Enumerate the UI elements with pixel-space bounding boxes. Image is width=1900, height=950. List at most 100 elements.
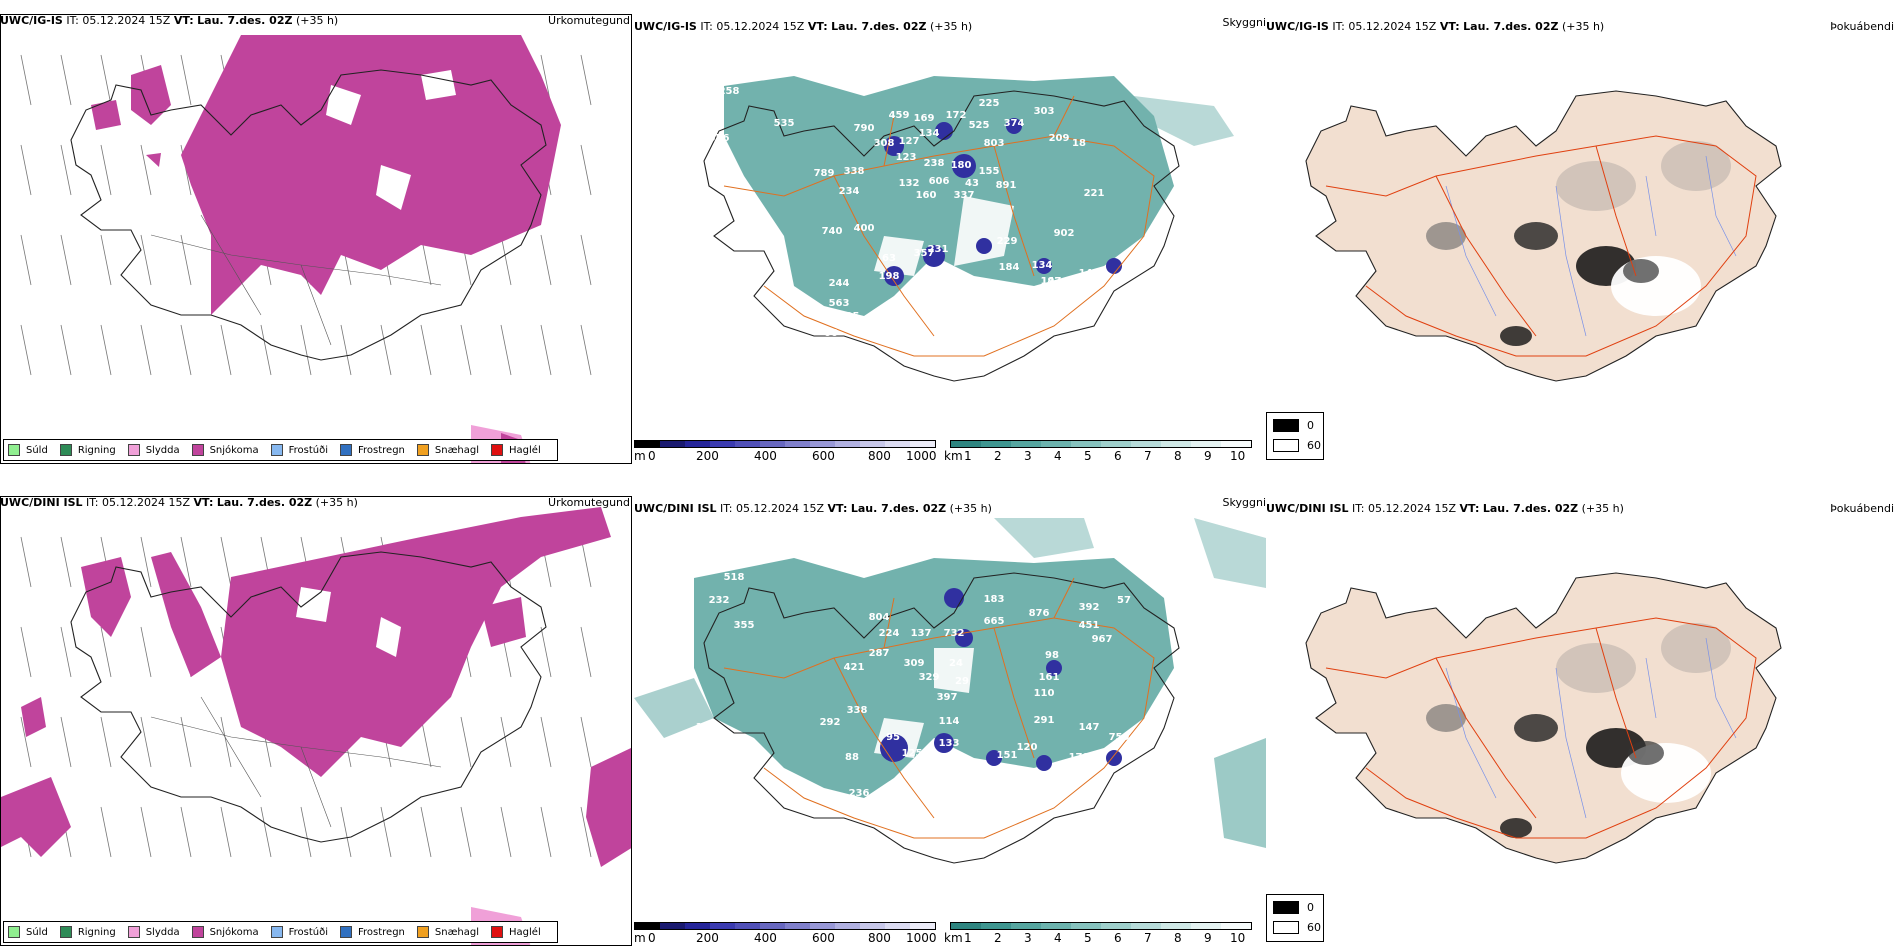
colorbar-segment [635,441,660,447]
legend-swatch [491,444,504,456]
cloud-base-value: 222 [694,108,715,119]
colorbar-segment [1191,441,1221,447]
cloud-base-value: 43 [965,178,979,189]
iceland-outline [703,572,1180,864]
visibility-clear [874,196,1014,276]
cloud-base-value: 183 [984,594,1005,605]
colorbar-unit: m [634,931,646,945]
cloud-base-value: 789 [814,168,835,179]
cloud-base-value: 287 [869,648,890,659]
road-network [723,577,1155,839]
cloud-base-labels: 518 232 355 804 183 876 392 57 224 137 732 665 451 28… [677,572,1131,813]
legend-item-frostregn: Frostregn [340,444,405,456]
cloud-base-value: 160 [916,190,937,201]
cloud-base-value: 63 [882,253,896,264]
cloud-base-value: 142 [1041,276,1062,287]
fog-map [1266,518,1900,918]
visibility-field [724,76,1234,316]
colorbar-segment [1041,441,1071,447]
colorbar-unit: km [944,449,963,463]
legend-swatch [416,444,429,456]
cloud-base-value: 355 [734,620,755,631]
colorbar-segment [1011,923,1041,929]
cloud-base-value: 88 [824,328,838,339]
cloud-base-value: 236 [849,788,870,799]
cloud-base-value: 759 [1109,732,1130,743]
colorbar-segment [810,923,835,929]
snow-areas [91,35,561,315]
colorbar-segment [1221,923,1251,929]
cloud-base-value: 24 [949,658,963,669]
cloud-base-value: 151 [997,750,1018,761]
cloudbase-colorbar-top: m 0 200 400 600 800 1000 [634,440,944,464]
cloud-base-value: 180 [951,160,972,171]
colorbar-tick: 2 [994,931,1002,945]
fog-map-svg [1305,572,1782,864]
visibility-map: 258 222 535 556 790 459 169 172 225 374 303 308 127 1… [634,36,1266,436]
cloud-base-value: 967 [1092,634,1113,645]
cloud-base-value: 161 [1039,672,1060,683]
cloud-base-value: 184 [999,262,1020,273]
cloud-base-value: 116 [1064,290,1085,301]
cloud-base-value: 803 [984,138,1005,149]
cloud-base-value: 18 [1072,138,1086,149]
colorbar-tick: 400 [754,449,777,463]
visibility-colorbar-bottom: km 1 2 3 4 5 6 7 8 9 10 [944,922,1262,946]
iceland-outline [70,69,547,361]
fog-swatch-light [1273,439,1299,452]
legend-swatch [416,926,429,938]
low-cloud-cells [884,118,1122,286]
colorbar-tick: 3 [1024,449,1032,463]
cloud-base-value: 114 [939,716,960,727]
low-cloud-cells [880,588,1122,771]
cloud-base-value: 606 [929,176,950,187]
legend-item-haglel: Haglél [491,926,541,938]
snow-gaps [326,70,456,210]
colorbar-tick: 10 [1230,449,1246,463]
cloud-base-value: 172 [946,110,967,121]
cloudbase-colorbar-bottom: m 0 200 400 600 800 1000 [634,922,944,946]
cloud-base-value: 57 [1117,595,1131,606]
cloud-base-value: 790 [854,123,875,134]
colorbar-segment [1161,923,1191,929]
cloud-base-value: 134 [1032,260,1053,271]
precip-map-svg [1,507,631,945]
colorbar-segment [1011,441,1041,447]
fog-label: 60 [1307,439,1321,452]
fog-swatch-light [1273,921,1299,934]
legend-swatch [127,444,140,456]
colorbar-segment [660,923,685,929]
cloud-base-value: 205 [839,311,860,322]
legend-swatch [59,926,72,938]
cloud-base-value: 98 [1045,650,1059,661]
cloud-base-value: 525 [969,120,990,131]
cloud-base-value: 357 [914,248,935,259]
cloudbase-colorbar-strip [634,440,936,448]
fog-shading [1426,141,1731,346]
visibility-map-svg: 518 232 355 804 183 876 392 57 224 137 732 665 451 28… [634,518,1266,864]
colorbar-tick: 5 [1084,931,1092,945]
cloud-base-value: 238 [924,158,945,169]
precip-type-panel-bottom: UWC/DINI ISL IT: 05.12.2024 15Z VT: Lau.… [0,496,632,946]
cloud-base-value: 29 [955,676,969,687]
cloud-base-value: 155 [979,166,1000,177]
road-network [1325,135,1757,357]
colorbar-tick: 8 [1174,931,1182,945]
legend-swatch [191,926,204,938]
cloud-base-value: 70 [677,760,691,771]
cloud-base-value: 292 [820,717,841,728]
cloud-base-value: 258 [719,86,740,97]
cloud-base-value: 229 [997,236,1018,247]
cloud-base-value: 208 [941,268,962,279]
legend-item-sild: Súld [8,444,48,456]
panel-title: Þokuábendi [1830,20,1894,33]
cloudbase-colorbar-strip [634,922,936,930]
cloud-base-value: 891 [996,180,1017,191]
cloud-base-value: 197 [1041,276,1062,287]
precip-type-legend: Súld Rigning Slydda Snjókoma Frostúði Fr… [3,439,558,461]
colorbar-tick: 1000 [906,449,937,463]
cloud-base-value: 10 [945,386,959,397]
colorbar-segment [860,441,885,447]
cloud-base-value: 902 [1054,228,1075,239]
precip-map: Súld Rigning Slydda Snjókoma Frostúði Fr… [0,14,632,464]
